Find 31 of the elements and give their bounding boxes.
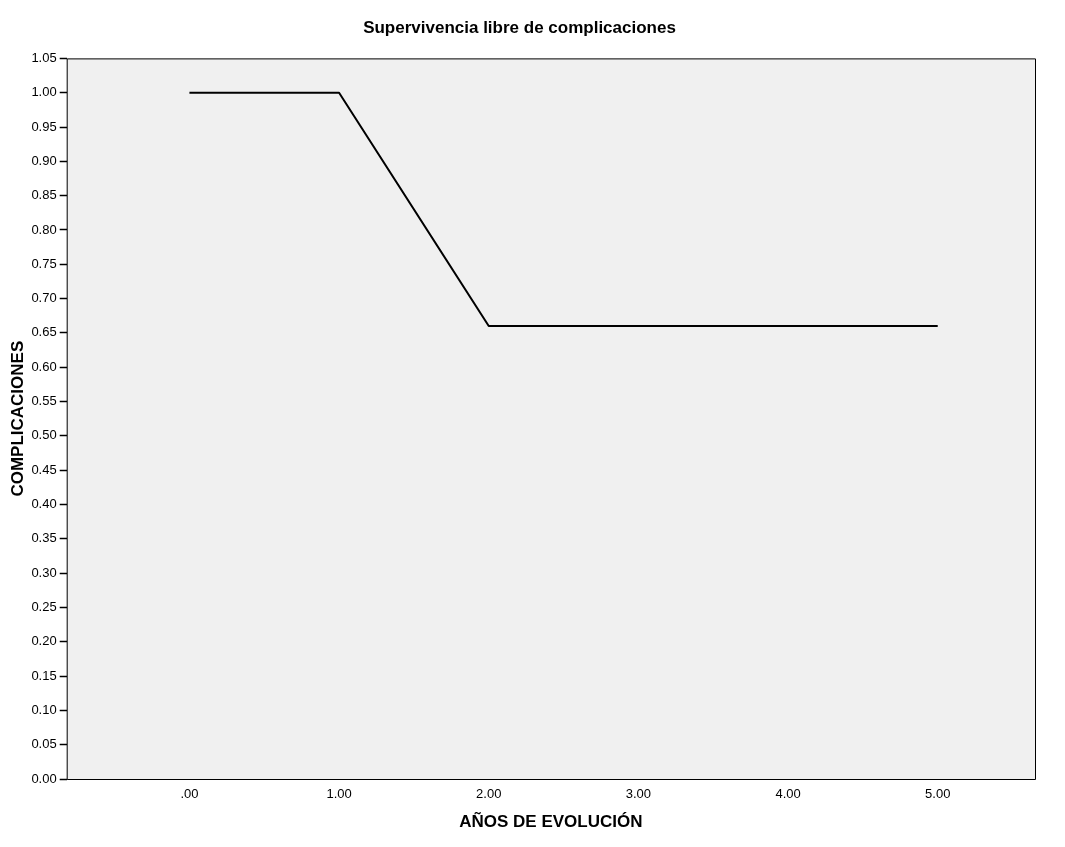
- y-tick-label: 0.65: [31, 324, 57, 340]
- y-tick-label: 0.45: [31, 461, 57, 477]
- y-tick-label: 0.70: [31, 290, 57, 306]
- y-tick-label: 0.50: [31, 427, 57, 443]
- y-tick-label: 0.15: [31, 667, 57, 683]
- y-tick-label: 0.95: [31, 118, 57, 134]
- y-tick-label: 0.40: [31, 496, 57, 512]
- x-tick-label: 3.00: [625, 786, 652, 802]
- y-tick-label: 0.80: [31, 221, 57, 237]
- y-tick-label: 0.00: [31, 770, 57, 786]
- y-tick-label: 1.05: [31, 49, 57, 65]
- x-tick-label: 5.00: [925, 786, 951, 802]
- y-tick-label: 0.10: [31, 701, 57, 717]
- y-tick-label: 0.60: [31, 358, 57, 374]
- x-tick-label: 4.00: [775, 786, 801, 802]
- y-tick-label: 0.75: [31, 255, 57, 271]
- x-tick-label: 2.00: [476, 786, 502, 802]
- y-tick-label: 0.30: [31, 564, 57, 580]
- x-tick-label: 1.00: [326, 786, 352, 802]
- y-tick-label: 0.90: [31, 152, 57, 168]
- y-tick-label: 0.85: [31, 187, 57, 203]
- x-axis-title: AÑOS DE EVOLUCIÓN: [459, 811, 643, 832]
- x-tick-label: .00: [180, 786, 199, 802]
- y-tick-label: 0.55: [31, 393, 57, 409]
- y-tick-label: 1.00: [31, 84, 57, 100]
- y-tick-label: 0.35: [31, 530, 57, 546]
- y-tick-label: 0.20: [31, 633, 57, 649]
- y-tick-label: 0.05: [31, 736, 57, 752]
- y-tick-label: 0.25: [31, 599, 57, 615]
- chart-title: Supervivencia libre de complicaciones: [363, 17, 676, 37]
- y-axis-title: COMPLICACIONES: [7, 340, 27, 497]
